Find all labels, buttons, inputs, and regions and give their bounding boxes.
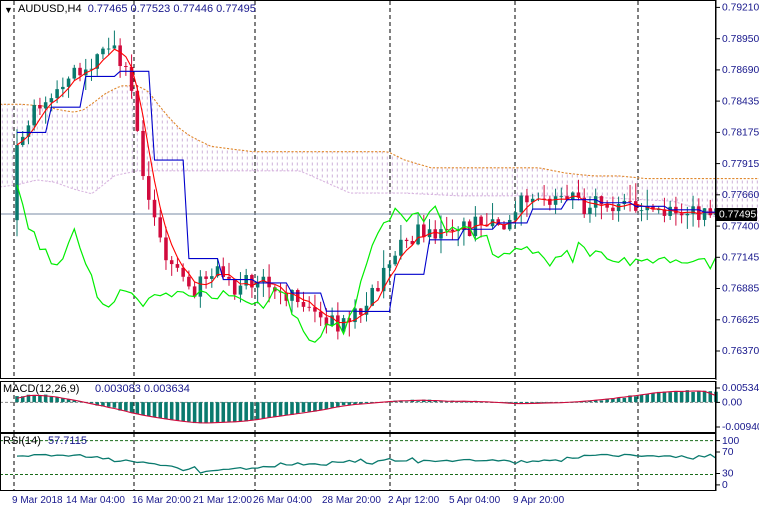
svg-text:0.77400: 0.77400 [722,221,759,232]
svg-text:0: 0 [722,480,728,491]
svg-text:0.77660: 0.77660 [722,190,759,201]
svg-text:70: 70 [722,447,734,458]
svg-text:0.78435: 0.78435 [722,96,759,107]
svg-text:0.77145: 0.77145 [722,253,759,264]
svg-text:100: 100 [722,436,739,447]
svg-text:MACD(12,26,9): MACD(12,26,9) [3,383,79,395]
svg-text:0.00534: 0.00534 [722,383,759,394]
svg-text:0.77495: 0.77495 [719,210,756,221]
svg-text:0.79210: 0.79210 [722,3,759,14]
svg-text:0.77915: 0.77915 [722,159,759,170]
svg-text:0.003083 0.003634: 0.003083 0.003634 [95,383,190,395]
svg-text:-0.00940: -0.00940 [722,422,759,433]
svg-text:30: 30 [722,469,734,480]
svg-text:0.76625: 0.76625 [722,315,759,326]
svg-text:RSI(14): RSI(14) [3,435,41,447]
svg-text:0.00: 0.00 [722,398,742,409]
svg-text:0.78690: 0.78690 [722,65,759,76]
svg-text:0.76885: 0.76885 [722,284,759,295]
svg-text:57.7115: 57.7115 [48,435,87,447]
svg-text:0.78175: 0.78175 [722,128,759,139]
svg-text:0.76370: 0.76370 [722,346,759,357]
svg-text:0.78950: 0.78950 [722,34,759,45]
